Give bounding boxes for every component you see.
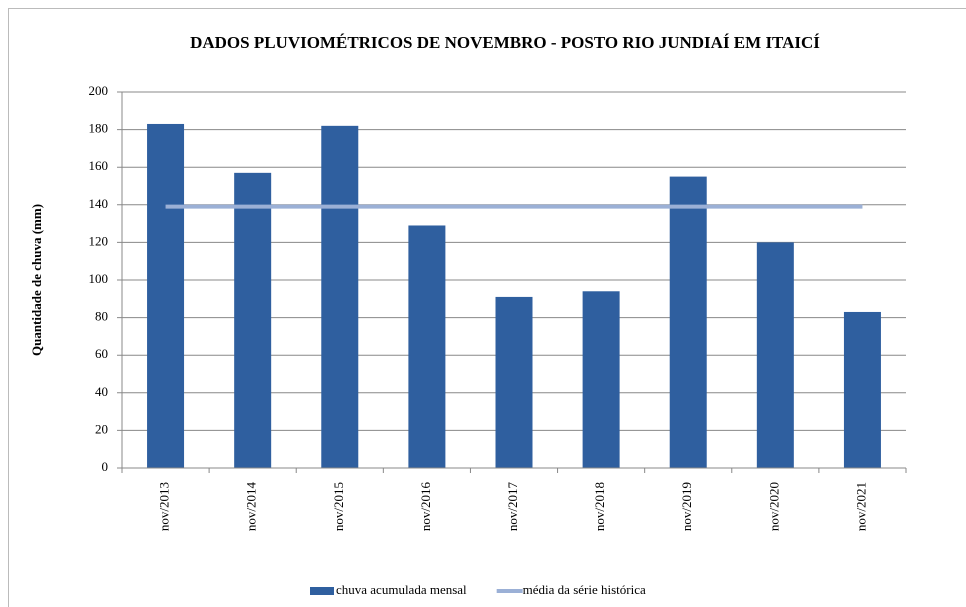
chart-frame xyxy=(8,8,966,607)
bar xyxy=(147,123,185,469)
y-tick-label: 80 xyxy=(95,309,108,324)
bar xyxy=(321,125,359,468)
bar xyxy=(408,225,446,468)
y-tick-label: 200 xyxy=(89,83,109,98)
y-tick-label: 180 xyxy=(89,121,109,136)
legend-label: média da série histórica xyxy=(523,582,646,597)
chart-title: DADOS PLUVIOMÉTRICOS DE NOVEMBRO - POSTO… xyxy=(190,33,820,52)
y-tick-label: 40 xyxy=(95,384,108,399)
x-tick-label: nov/2016 xyxy=(418,482,433,532)
y-tick-label: 20 xyxy=(95,421,108,436)
x-tick-label: nov/2014 xyxy=(244,482,259,532)
bar xyxy=(669,176,707,468)
y-tick-label: 60 xyxy=(95,346,108,361)
bar xyxy=(843,311,881,468)
x-tick-label: nov/2019 xyxy=(679,482,694,531)
y-tick-label: 100 xyxy=(89,271,109,286)
x-tick-label: nov/2015 xyxy=(331,482,346,531)
y-tick-label: 0 xyxy=(102,459,109,474)
y-tick-label: 160 xyxy=(89,158,109,173)
bar xyxy=(756,242,794,468)
y-tick-label: 140 xyxy=(89,196,109,211)
x-tick-label: nov/2018 xyxy=(592,482,607,531)
y-tick-label: 120 xyxy=(89,233,109,248)
x-tick-label: nov/2021 xyxy=(853,482,868,531)
x-tick-label: nov/2017 xyxy=(505,482,520,532)
x-tick-label: nov/2013 xyxy=(157,482,172,531)
y-axis-label: Quantidade de chuva (mm) xyxy=(29,204,44,356)
x-tick-label: nov/2020 xyxy=(766,482,781,531)
bar xyxy=(495,296,533,468)
legend-swatch xyxy=(310,587,334,595)
bar xyxy=(582,291,620,468)
bar xyxy=(234,172,272,468)
legend-label: chuva acumulada mensal xyxy=(336,582,467,597)
